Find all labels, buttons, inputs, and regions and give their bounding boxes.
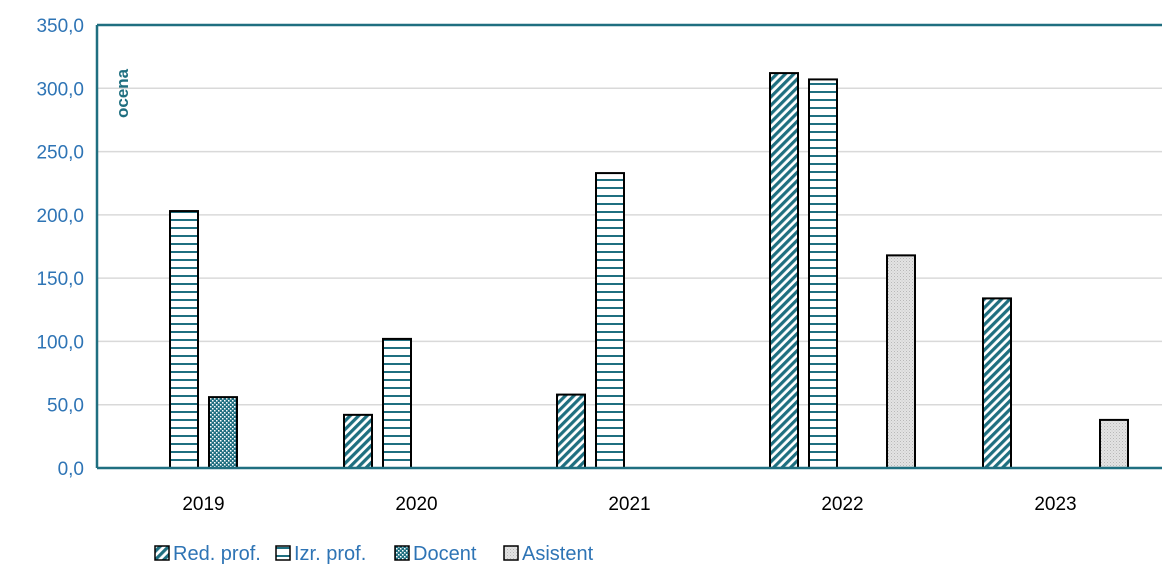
- x-tick-label: 2020: [395, 494, 437, 515]
- y-tick-label: 350,0: [36, 16, 84, 37]
- bar-asistent-2023: [1099, 418, 1129, 470]
- legend-label: Docent: [413, 543, 477, 565]
- y-tick-label: 50,0: [47, 396, 84, 417]
- bars: [169, 72, 1129, 470]
- bar-red-prof-2022: [769, 72, 799, 470]
- legend-swatch: [394, 545, 410, 561]
- legend-swatch: [503, 545, 519, 561]
- bar-red-prof-2021: [556, 393, 586, 469]
- legend-swatch: [275, 545, 291, 561]
- legend: Red. prof. Izr. prof. Docent Asistent: [154, 543, 594, 565]
- legend-swatch: [154, 545, 170, 561]
- y-tick-label: 150,0: [36, 269, 84, 290]
- y-tick-label: 0,0: [58, 459, 84, 480]
- legend-label: Red. prof.: [173, 543, 261, 565]
- x-tick-label: 2022: [821, 494, 863, 515]
- y-tick-labels: 0,0 50,0 100,0 150,0 200,0 250,0 300,0 350,0: [36, 16, 84, 480]
- legend-label: Izr. prof.: [294, 543, 366, 565]
- bar-izr-prof-2020: [382, 337, 412, 470]
- axes: [95, 23, 1162, 470]
- x-tick-label: 2019: [182, 494, 224, 515]
- y-tick-label: 200,0: [36, 206, 84, 227]
- bar-izr-prof-2019: [169, 210, 199, 469]
- bar-izr-prof-2021: [595, 172, 625, 470]
- bar-red-prof-2023: [982, 297, 1012, 469]
- y-tick-label: 300,0: [36, 79, 84, 100]
- x-tick-label: 2023: [1034, 494, 1076, 515]
- y-axis-label: ocena: [113, 68, 132, 118]
- bar-docent-2019: [208, 396, 238, 469]
- bar-izr-prof-2022: [808, 78, 838, 469]
- x-tick-labels: 2019 2020 2021 2022 2023: [182, 494, 1076, 515]
- bar-asistent-2022: [886, 254, 916, 469]
- bar-red-prof-2020: [343, 413, 373, 469]
- y-tick-label: 250,0: [36, 143, 84, 164]
- legend-label: Asistent: [522, 543, 594, 565]
- x-tick-label: 2021: [608, 494, 650, 515]
- y-tick-label: 100,0: [36, 332, 84, 353]
